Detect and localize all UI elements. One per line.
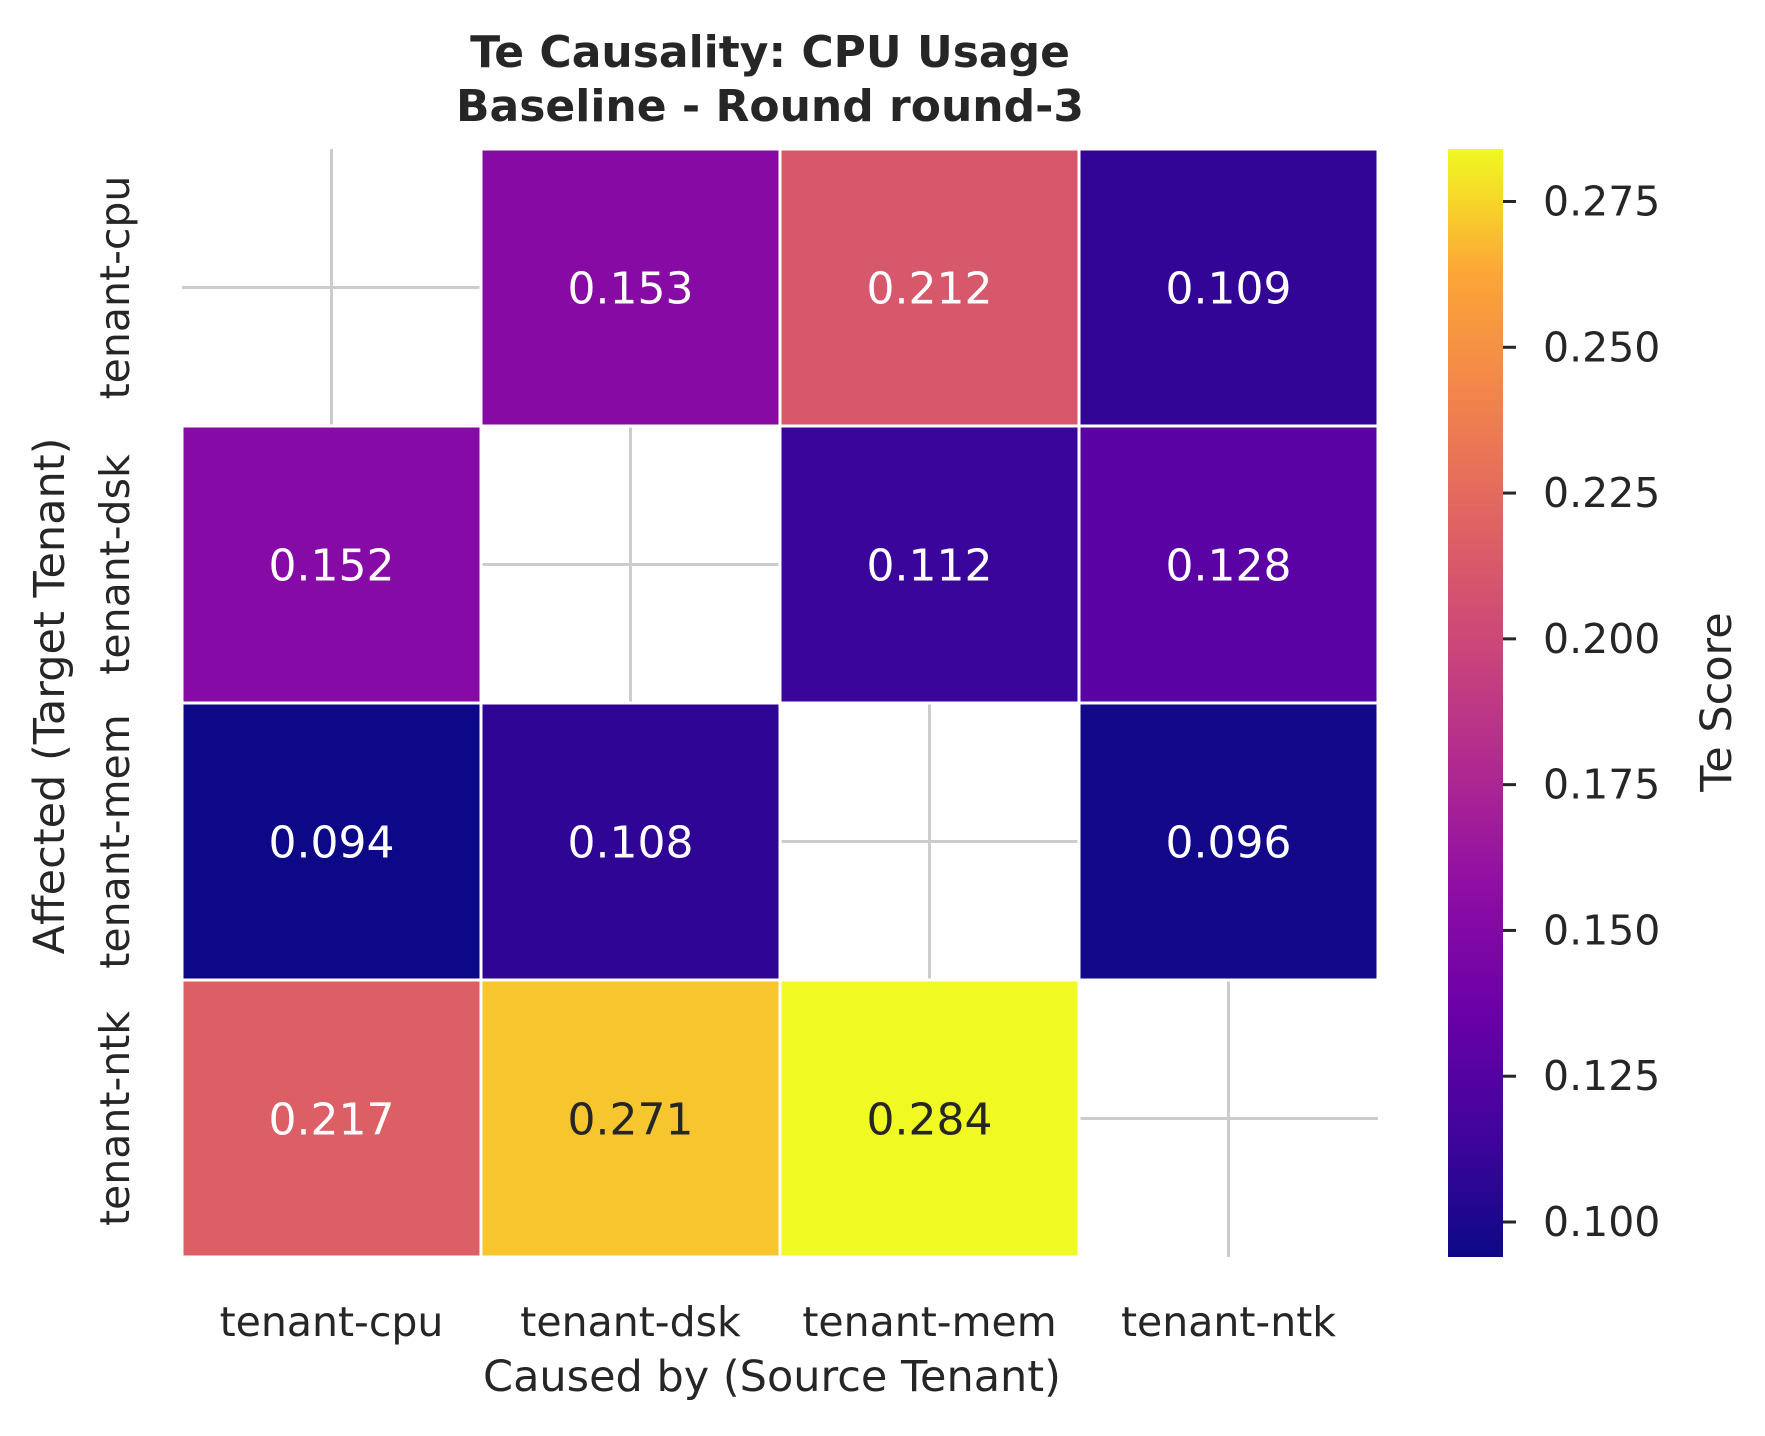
heatmap-cell [1077,147,1380,428]
heatmap-cells [180,147,1380,1259]
cell-value-label: 0.112 [867,541,993,592]
colorbar [1448,149,1503,1257]
colorbar-tick-label: 0.275 [1543,177,1660,225]
cell-value-label: 0.217 [269,1095,395,1146]
cell-value-label: 0.284 [867,1095,993,1146]
x-axis-label: Caused by (Source Tenant) [483,1352,1061,1402]
x-tick-labels: tenant-cpu tenant-dsk tenant-mem tenant-ntk [220,1298,1337,1346]
x-tick-label: tenant-dsk [520,1298,741,1346]
x-tick-label: tenant-cpu [220,1298,444,1346]
heatmap-cell [180,424,483,705]
colorbar-tick-label: 0.200 [1543,615,1660,663]
heatmap-cell [1077,424,1380,705]
cell-value-label: 0.212 [867,264,993,315]
x-tick-label: tenant-ntk [1121,1298,1336,1346]
colorbar-tick-label: 0.250 [1543,323,1660,371]
cell-value-label: 0.152 [269,541,395,592]
heatmap-cell [180,701,483,982]
colorbar-tick-label: 0.125 [1543,1052,1660,1100]
cell-value-label: 0.271 [568,1095,694,1146]
colorbar-label: Te Score [1692,612,1742,793]
heatmap-cell [778,147,1081,428]
cell-value-label: 0.108 [568,818,694,869]
cell-value-label: 0.128 [1166,541,1292,592]
heatmap-cell [479,701,782,982]
colorbar-tick-label: 0.150 [1543,906,1660,954]
heatmap-cell [479,978,782,1259]
chart-title-line-1: Te Causality: CPU Usage [470,27,1070,78]
cell-value-label: 0.094 [269,818,395,869]
colorbar-tick-label: 0.175 [1543,761,1660,809]
heatmap-cell [778,978,1081,1259]
heatmap-cell [479,147,782,428]
y-tick-label: tenant-mem [91,714,139,968]
colorbar-tick-label: 0.225 [1543,469,1660,517]
cell-labels: 0.153 0.212 0.109 0.152 0.112 0.128 0.094 0.108… [269,264,1292,1146]
colorbar-tick-label: 0.100 [1543,1198,1660,1246]
y-tick-label: tenant-dsk [91,454,139,675]
y-tick-label: tenant-ntk [91,1011,139,1226]
colorbar-ticks: 0.100 0.125 0.150 0.175 0.200 0.225 0.250 0.275 [1503,177,1660,1246]
y-axis-label: Affected (Target Tenant) [25,438,75,955]
y-tick-label: tenant-cpu [91,176,139,400]
x-tick-label: tenant-mem [802,1298,1056,1346]
heatmap-cell [1077,701,1380,982]
y-tick-labels: tenant-cpu tenant-dsk tenant-mem tenant-ntk [91,176,139,1226]
cell-value-label: 0.153 [568,264,694,315]
chart-title-line-2: Baseline - Round round-3 [456,81,1084,132]
cell-value-label: 0.096 [1166,818,1292,869]
cell-value-label: 0.109 [1166,264,1292,315]
